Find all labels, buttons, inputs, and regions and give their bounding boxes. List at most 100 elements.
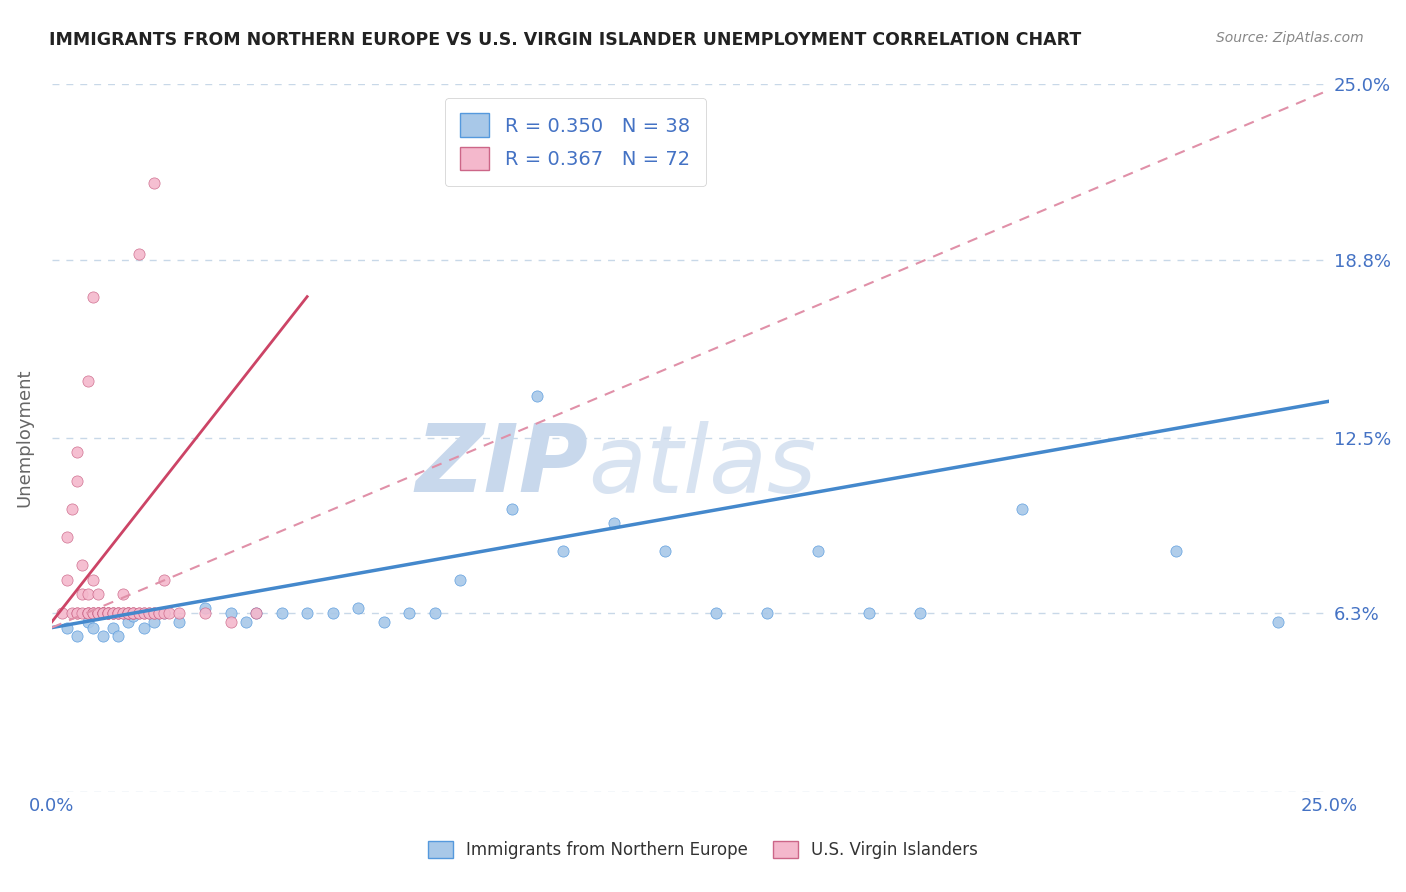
Point	[66, 607, 89, 621]
Point	[295, 607, 318, 621]
Point	[194, 600, 217, 615]
Point	[755, 607, 778, 621]
Point	[82, 621, 104, 635]
Point	[76, 615, 98, 629]
Point	[107, 607, 129, 621]
Point	[1267, 615, 1289, 629]
Point	[56, 621, 79, 635]
Point	[245, 607, 267, 621]
Point	[117, 615, 139, 629]
Point	[128, 607, 150, 621]
Text: atlas: atlas	[588, 421, 817, 512]
Point	[56, 573, 79, 587]
Point	[270, 607, 292, 621]
Point	[76, 607, 98, 621]
Point	[704, 607, 727, 621]
Point	[87, 607, 110, 621]
Point	[551, 544, 574, 558]
Point	[449, 573, 471, 587]
Point	[107, 607, 129, 621]
Point	[132, 607, 155, 621]
Point	[132, 621, 155, 635]
Point	[347, 600, 370, 615]
Point	[82, 290, 104, 304]
Point	[194, 607, 217, 621]
Point	[107, 607, 129, 621]
Point	[97, 607, 120, 621]
Point	[112, 607, 135, 621]
Point	[117, 607, 139, 621]
Point	[60, 607, 83, 621]
Legend: Immigrants from Northern Europe, U.S. Virgin Islanders: Immigrants from Northern Europe, U.S. Vi…	[422, 834, 984, 866]
Point	[142, 607, 165, 621]
Text: Source: ZipAtlas.com: Source: ZipAtlas.com	[1216, 31, 1364, 45]
Point	[169, 615, 191, 629]
Point	[1011, 501, 1033, 516]
Point	[322, 607, 344, 621]
Point	[142, 177, 165, 191]
Point	[117, 607, 139, 621]
Point	[501, 501, 523, 516]
Point	[219, 607, 242, 621]
Point	[235, 615, 257, 629]
Point	[807, 544, 830, 558]
Y-axis label: Unemployment: Unemployment	[15, 368, 32, 508]
Point	[132, 607, 155, 621]
Point	[373, 615, 395, 629]
Point	[87, 607, 110, 621]
Point	[97, 607, 120, 621]
Point	[66, 445, 89, 459]
Point	[128, 607, 150, 621]
Point	[398, 607, 420, 621]
Point	[101, 607, 124, 621]
Point	[76, 587, 98, 601]
Point	[66, 629, 89, 643]
Point	[82, 607, 104, 621]
Point	[423, 607, 446, 621]
Point	[112, 607, 135, 621]
Point	[245, 607, 267, 621]
Point	[91, 607, 114, 621]
Point	[82, 573, 104, 587]
Point	[142, 607, 165, 621]
Text: ZIP: ZIP	[415, 420, 588, 512]
Point	[117, 607, 139, 621]
Point	[1164, 544, 1187, 558]
Legend: R = 0.350   N = 38, R = 0.367   N = 72: R = 0.350 N = 38, R = 0.367 N = 72	[444, 98, 706, 186]
Point	[91, 607, 114, 621]
Point	[122, 609, 145, 624]
Point	[107, 629, 129, 643]
Point	[153, 607, 176, 621]
Point	[117, 607, 139, 621]
Point	[56, 530, 79, 544]
Point	[101, 607, 124, 621]
Point	[169, 607, 191, 621]
Point	[87, 607, 110, 621]
Point	[97, 607, 120, 621]
Point	[219, 615, 242, 629]
Point	[138, 607, 160, 621]
Point	[654, 544, 676, 558]
Point	[91, 607, 114, 621]
Point	[72, 607, 94, 621]
Point	[153, 573, 176, 587]
Point	[76, 607, 98, 621]
Point	[76, 607, 98, 621]
Point	[91, 607, 114, 621]
Point	[76, 375, 98, 389]
Point	[908, 607, 931, 621]
Point	[60, 501, 83, 516]
Point	[101, 607, 124, 621]
Point	[91, 629, 114, 643]
Point	[82, 607, 104, 621]
Point	[97, 607, 120, 621]
Point	[148, 607, 170, 621]
Point	[91, 607, 114, 621]
Point	[526, 389, 548, 403]
Point	[142, 615, 165, 629]
Point	[153, 607, 176, 621]
Point	[91, 607, 114, 621]
Point	[101, 621, 124, 635]
Point	[72, 587, 94, 601]
Point	[122, 607, 145, 621]
